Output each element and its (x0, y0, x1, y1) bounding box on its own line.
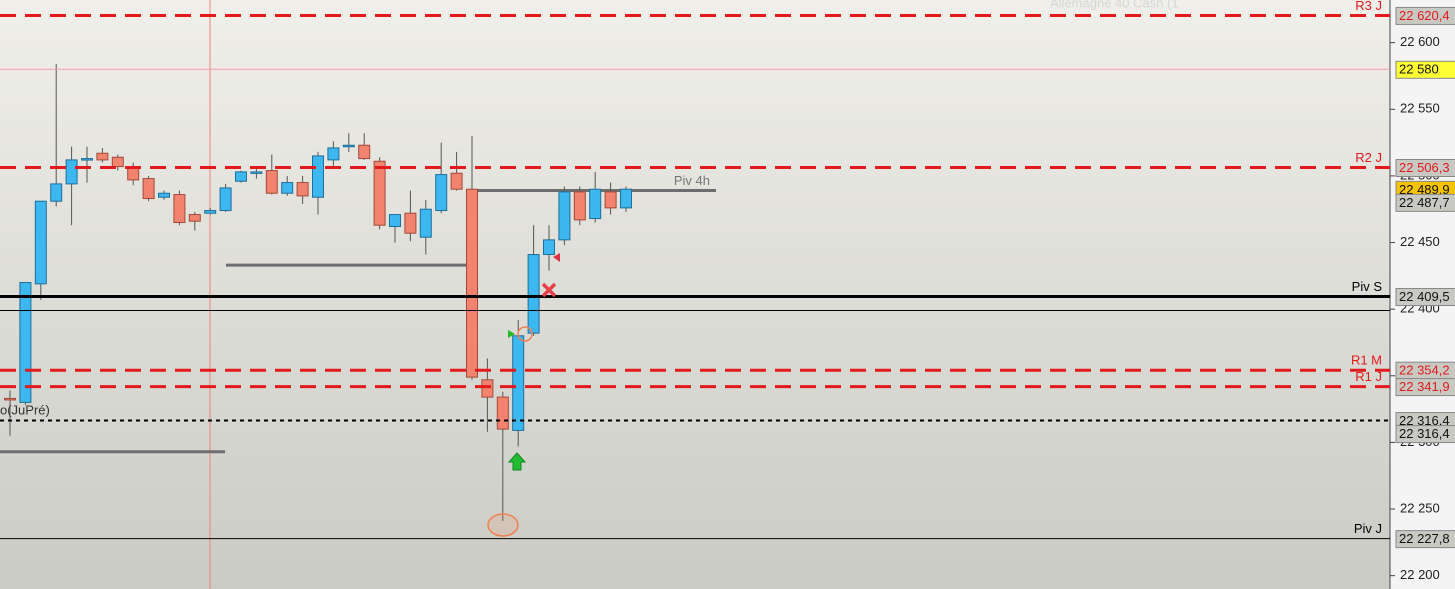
candle-body (496, 396, 509, 430)
candle-body (34, 200, 47, 285)
price-tag: 22 487,7 (1395, 193, 1455, 212)
level-name: Piv J (1354, 521, 1382, 536)
price-tag-box (1395, 287, 1455, 306)
segment-label: Piv 4h (674, 173, 710, 188)
price-tag-box (1395, 159, 1455, 178)
watermark-title: Allemagne 40 Cash (1 (1050, 0, 1179, 10)
annotation: o(JuPré) (0, 402, 50, 417)
price-tag: 22 620,4 (1395, 6, 1455, 25)
candle-body (419, 208, 432, 238)
price-tag-box (1395, 6, 1455, 25)
candle-body (573, 191, 586, 221)
sell-signal (553, 253, 560, 262)
y-tick-label: 22 450 (1400, 234, 1440, 249)
price-tag: 22 409,5 (1395, 287, 1455, 306)
buy-signal (508, 330, 515, 338)
price-tag-label: 22 506,3 (1399, 160, 1450, 175)
candle-body (389, 214, 401, 228)
candle-body (296, 182, 309, 197)
candle-body (604, 191, 617, 209)
price-tag: 22 316,4 (1395, 425, 1455, 444)
candle-body (281, 182, 294, 194)
price-tag-box (1395, 425, 1455, 444)
candle-body (312, 155, 324, 198)
price-tag-label: 22 341,9 (1399, 379, 1450, 394)
price-tag-box (1395, 193, 1455, 212)
level-name: Piv S (1352, 279, 1383, 294)
candle-body (235, 171, 247, 182)
price-tag-box (1395, 60, 1455, 79)
candle-body (543, 239, 555, 256)
level-name: R2 J (1355, 150, 1382, 165)
candle-body (81, 158, 93, 161)
candle-body (142, 178, 155, 200)
candle-body (435, 174, 448, 212)
candle-body (50, 183, 63, 202)
price-tag-box (1395, 530, 1455, 549)
price-tag: 22 341,9 (1395, 378, 1455, 397)
candle-body (19, 282, 32, 403)
candle-body (65, 159, 78, 185)
y-tick-label: 22 550 (1400, 101, 1440, 116)
candle-body (466, 188, 478, 378)
candle-body (111, 156, 124, 168)
y-tick-label: 22 600 (1400, 34, 1440, 49)
candle-body (188, 214, 201, 222)
level-name: R1 J (1355, 369, 1382, 384)
exit-signal (541, 282, 557, 298)
candle-body (481, 379, 494, 398)
candle-body (219, 187, 232, 212)
price-tag-label: 22 316,4 (1399, 426, 1450, 441)
candle-body (373, 160, 386, 226)
candle-body (404, 212, 417, 234)
candle-body (342, 144, 355, 148)
price-tag-label: 22 409,5 (1399, 289, 1450, 304)
level-name: R3 J (1355, 0, 1382, 13)
candle-body (358, 144, 371, 160)
plot-background (0, 0, 1390, 589)
candle-body (158, 192, 170, 198)
candle-body (527, 254, 540, 334)
candle-body (4, 397, 16, 401)
level-name: R1 M (1351, 353, 1382, 368)
price-tag: 22 580 (1395, 60, 1455, 79)
price-tag-label: 22 580 (1399, 62, 1439, 77)
price-tag: 22 227,8 (1395, 530, 1455, 549)
price-tag-box (1395, 378, 1455, 397)
price-tag-label: 22 354,2 (1399, 363, 1450, 378)
candle-body (450, 172, 463, 190)
candle-body (558, 191, 571, 241)
y-tick-label: 22 200 (1400, 567, 1440, 582)
candle-body (96, 152, 109, 161)
price-tag: 22 506,3 (1395, 159, 1455, 178)
candle-body (589, 188, 602, 220)
candle-body (173, 194, 186, 224)
low-circle (487, 513, 519, 537)
candle-body (250, 171, 263, 174)
candle-body (265, 170, 278, 194)
candle-body (620, 188, 632, 209)
price-tag-label: 22 316,4 (1399, 413, 1450, 428)
up-arrow (507, 452, 527, 471)
price-tag-label: 22 227,8 (1399, 531, 1450, 546)
price-tag-label: 22 487,7 (1399, 195, 1450, 210)
candle-body (512, 335, 525, 431)
candle-body (327, 147, 340, 161)
price-tag: 22 354,2 (1395, 361, 1455, 380)
candle-body (204, 210, 217, 214)
price-tag-label: 22 489,9 (1399, 182, 1450, 197)
signal-circle (517, 326, 533, 342)
y-tick-label: 22 250 (1400, 500, 1440, 515)
price-tag-label: 22 620,4 (1399, 8, 1450, 23)
